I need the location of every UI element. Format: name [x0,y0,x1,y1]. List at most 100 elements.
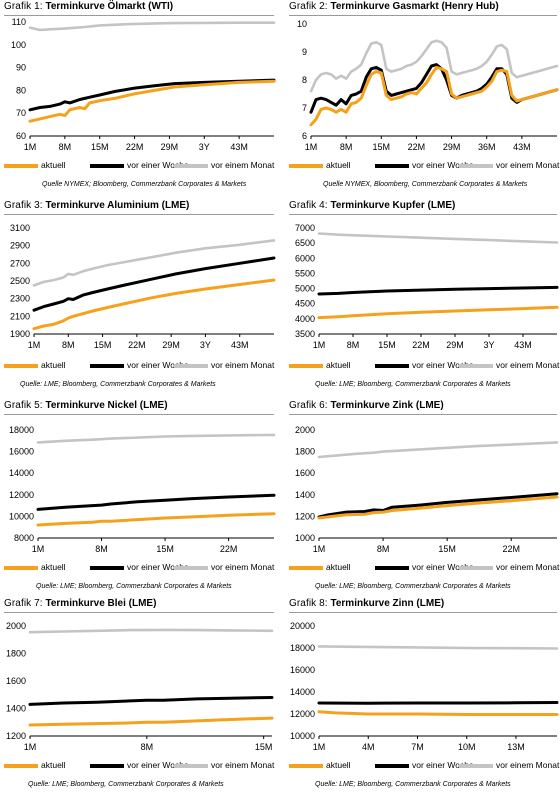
chart-label: Grafik 5: [4,400,43,411]
legend-swatch-current [4,764,38,768]
chart-title-text: Terminkurve Zink (LME) [330,400,444,411]
y-tick-label: 1600 [295,468,315,478]
y-tick-label: 1200 [6,731,26,741]
y-tick-label: 16000 [290,665,315,675]
legend-swatch-current [289,164,323,168]
legend-label-current: aktuell [41,760,66,770]
y-tick-label: 10 [297,19,307,29]
y-tick-label: 5500 [295,268,315,278]
x-tick-label: 15M [255,742,273,752]
x-tick-label: 8M [141,742,154,752]
x-tick-label: 1M [313,544,326,554]
x-tick-label: 1M [24,142,37,152]
x-tick-label: 22M [126,142,144,152]
series-line-current [309,65,559,127]
chart-source: Quelle: LME; Bloomberg, Commerzbank Corp… [36,583,232,590]
chart-label: Grafik 2: [289,1,328,12]
x-tick-label: 8M [95,544,108,554]
chart-title: Grafik 8: Terminkurve Zinn (LME) [289,598,444,610]
x-tick-label: 1M [24,742,37,752]
x-tick-label: 1M [313,340,326,350]
x-tick-label: 3Y [483,340,494,350]
x-tick-label: 1M [28,340,41,350]
chart-source: Quelle NYMEX, Bloomberg, Commerzbank Cor… [323,181,528,188]
y-tick-label: 80 [16,85,26,95]
legend-label-current: aktuell [41,562,66,572]
chart-plot: 60 70 80 90 100 110 1M 8M 15M 22M 29M 3Y 43M [11,17,276,152]
chart-source: Quelle: LME; Bloomberg, Commerzbank Corp… [28,781,224,788]
x-tick-label: 15M [94,340,112,350]
chart-legend: aktuell vor einer Woche vor einem Monat [289,562,559,574]
y-tick-label: 6500 [295,238,315,248]
legend-swatch-month [174,164,208,168]
series-line-current [317,495,559,520]
chart-legend: aktuell vor einer Woche vor einem Monat [4,360,276,372]
legend-swatch-week [90,566,124,570]
legend-swatch-month [174,566,208,570]
legend-label-week: vor einer Woche [127,760,189,770]
x-tick-label: 1M [313,742,326,752]
legend-swatch-week [90,364,124,368]
y-tick-label: 100 [11,40,26,50]
x-tick-label: 15M [378,340,396,350]
legend-label-month: vor einem Monat [496,360,560,370]
y-tick-label: 1800 [6,649,26,659]
chart-source: Quelle: LME; Bloomberg, Commerzbank Corp… [315,381,511,388]
series-line-current [28,716,274,727]
x-tick-label: 29M [446,340,464,350]
chart-title: Grafik 2: Terminkurve Gasmarkt (Henry Hu… [289,1,499,13]
x-tick-label: 8M [59,142,72,152]
legend-swatch-month [459,364,493,368]
y-tick-label: 12000 [9,490,34,500]
chart-source: Quelle: LME; Bloomberg, Commerzbank Corp… [315,781,511,788]
x-tick-label: 1M [32,544,45,554]
y-tick-label: 2700 [10,258,30,268]
chart-title-text: Terminkurve Nickel (LME) [45,400,168,411]
y-tick-label: 6000 [295,253,315,263]
y-tick-label: 90 [16,63,26,73]
x-tick-label: 8M [340,142,353,152]
chart-panel-8: Grafik 8: Terminkurve Zinn (LME) 10000 12… [289,598,560,793]
y-tick-label: 8 [302,75,307,85]
chart-legend: aktuell vor einer Woche vor einem Monat [4,760,276,772]
x-tick-label: 22M [220,544,238,554]
y-tick-label: 3100 [10,223,30,233]
legend-label-month: vor einem Monat [211,760,275,770]
y-tick-label: 1200 [295,511,315,521]
y-tick-label: 2900 [10,241,30,251]
legend-swatch-week [375,164,409,168]
series-line-current [317,710,559,716]
chart-panel-7: Grafik 7: Terminkurve Blei (LME) 1200 140… [4,598,276,793]
legend-label-week: vor einer Woche [412,360,474,370]
title-rule [289,15,557,16]
y-tick-label: 3500 [295,329,315,339]
y-tick-label: 2100 [10,311,30,321]
y-tick-label: 18000 [9,425,34,435]
chart-legend: aktuell vor einer Woche vor einem Monat [4,160,276,172]
y-tick-label: 1800 [295,447,315,457]
y-tick-label: 20000 [290,621,315,631]
chart-legend: aktuell vor einer Woche vor einem Monat [289,160,559,172]
x-tick-label: 8M [347,340,360,350]
series-line-month [309,39,559,93]
chart-title: Grafik 5: Terminkurve Nickel (LME) [4,400,168,412]
chart-label: Grafik 8: [289,598,328,609]
legend-label-current: aktuell [326,562,351,572]
y-tick-label: 4000 [295,314,315,324]
title-rule [4,612,274,613]
x-tick-label: 29M [443,142,461,152]
y-tick-label: 1400 [6,704,26,714]
series-line-week [317,701,559,705]
legend-swatch-week [90,164,124,168]
y-tick-label: 5000 [295,284,315,294]
x-tick-label: 4M [362,742,375,752]
chart-source: Quelle NYMEX; Bloomberg, Commerzbank Cor… [42,181,247,188]
legend-swatch-current [289,764,323,768]
series-line-month [28,628,274,634]
y-tick-label: 14000 [290,687,315,697]
legend-label-current: aktuell [41,360,66,370]
title-rule [289,612,557,613]
series-line-current [36,512,276,527]
legend-swatch-current [289,566,323,570]
x-tick-label: 10M [458,742,476,752]
